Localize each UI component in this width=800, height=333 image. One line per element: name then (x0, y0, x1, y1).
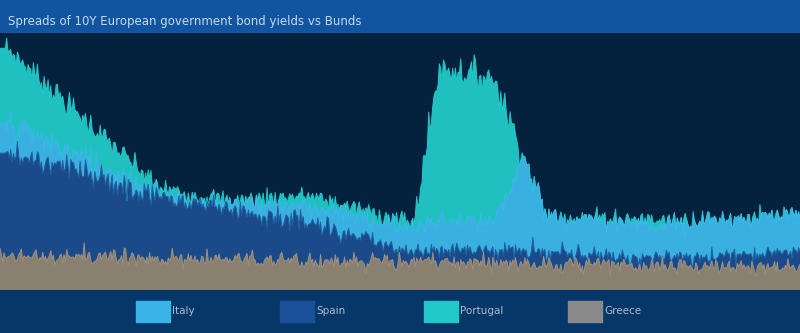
Text: Greece: Greece (604, 306, 641, 316)
Bar (136, 300, 170, 322)
Text: Portugal: Portugal (460, 306, 503, 316)
Bar (568, 300, 602, 322)
Text: Italy: Italy (172, 306, 194, 316)
Text: Spreads of 10Y European government bond yields vs Bunds: Spreads of 10Y European government bond … (8, 15, 362, 28)
Bar (424, 300, 458, 322)
Text: Spain: Spain (316, 306, 346, 316)
Bar (280, 300, 314, 322)
